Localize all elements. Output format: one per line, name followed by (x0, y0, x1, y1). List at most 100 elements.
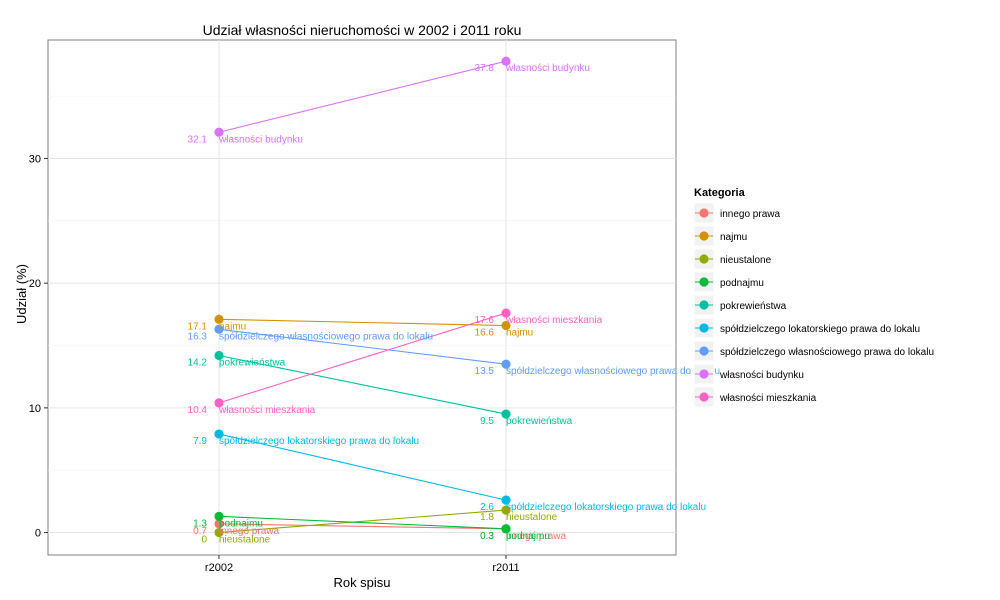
legend-key-point (699, 323, 709, 333)
category-label: spółdzielczego lokatorskiego prawa do lo… (506, 502, 706, 513)
legend-key-point (699, 254, 709, 264)
value-label: 0.3 (480, 531, 494, 542)
data-point (501, 308, 511, 318)
legend-item-label: własności budynku (719, 370, 804, 381)
data-point (214, 429, 224, 439)
plot-area (47, 39, 677, 556)
legend-key-point (699, 300, 709, 310)
legend-item-label: nieustalone (720, 255, 772, 266)
category-label: innego prawa (506, 531, 566, 542)
value-label: 0 (201, 535, 207, 546)
category-label: nieustalone (219, 535, 271, 546)
series-line (218, 523, 507, 530)
category-label: najmu (506, 328, 533, 339)
data-point (214, 350, 224, 361)
category-label: spółdzielczego lokatorskiego prawa do lo… (219, 436, 419, 447)
category-label: własności budynku (505, 63, 590, 74)
value-label: 1.3 (193, 518, 207, 529)
value-label: 17.1 (188, 321, 208, 332)
category-label: innego prawa (219, 526, 279, 537)
x-tick-label: r2011 (492, 562, 519, 574)
series-line (218, 509, 507, 534)
data-point (501, 409, 511, 419)
x-axis-title: Rok spisu (333, 575, 390, 590)
series-line (218, 312, 507, 404)
series-line (218, 515, 507, 530)
category-label: własności mieszkania (505, 315, 603, 326)
legend-key-point (699, 369, 709, 379)
y-tick-label: 0 (35, 528, 41, 540)
x-tick-label: r2002 (205, 562, 233, 574)
data-point (214, 324, 224, 334)
value-label: 37.8 (475, 63, 495, 74)
category-label: spółdzielczego własnościowego prawa do l… (506, 366, 720, 377)
legend-key-point (699, 346, 709, 356)
data-point (214, 314, 224, 324)
data-point (214, 127, 224, 137)
data-point (501, 495, 511, 505)
legend-key-point (699, 392, 709, 402)
legend-item-label: najmu (720, 232, 747, 243)
series-line (218, 328, 507, 365)
category-label: podnajmu (506, 531, 550, 542)
series-line (218, 433, 507, 501)
value-label: 16.6 (475, 328, 495, 339)
data-point (501, 505, 511, 515)
value-label: 13.5 (475, 366, 495, 377)
value-label: 9.5 (480, 416, 494, 427)
data-point (214, 527, 224, 538)
data-point (214, 511, 224, 521)
series-points (214, 56, 511, 538)
legend-item-label: podnajmu (720, 278, 764, 289)
gridlines (48, 40, 676, 555)
legend-key-point (699, 231, 709, 241)
value-label: 10.4 (188, 405, 208, 416)
legend-item-label: własności mieszkania (719, 393, 817, 404)
legend-key-point (699, 277, 709, 287)
value-label: 32.1 (188, 134, 208, 145)
axes: 0 10 20 30 r2002 r2011 (29, 153, 520, 574)
category-label: najmu (219, 321, 246, 332)
category-label: pokrewieństwa (506, 416, 573, 427)
series-lines (218, 60, 507, 534)
legend-item-label: spółdzielczego własnościowego prawa do l… (720, 347, 934, 358)
y-axis-title: Udział (%) (14, 264, 29, 324)
legend-key-point (699, 208, 709, 218)
series-line (218, 318, 507, 327)
value-label: 0.7 (193, 526, 207, 537)
value-label: 2.6 (480, 502, 494, 513)
y-tick-label: 10 (29, 403, 41, 415)
data-point (214, 398, 224, 408)
category-label: własności mieszkania (218, 405, 316, 416)
data-point (501, 359, 511, 369)
category-label: spółdzielczego własnościowego prawa do l… (219, 331, 433, 342)
y-tick-label: 30 (29, 153, 41, 165)
legend-item-label: spółdzielczego lokatorskiego prawa do lo… (720, 324, 920, 335)
data-point (501, 56, 511, 66)
category-label: pokrewieństwa (219, 357, 286, 368)
category-label: własności budynku (218, 134, 303, 145)
category-label: nieustalone (506, 512, 558, 523)
value-label: 14.2 (188, 357, 208, 368)
legend-title: Kategoria (694, 187, 746, 199)
data-point (501, 320, 511, 331)
data-labels: 0.7 innego prawa 0.3 innego prawa 17.1 najmu 1… (188, 63, 720, 545)
value-label: 1.8 (480, 512, 494, 523)
category-label: podnajmu (219, 518, 263, 529)
series-line (218, 60, 507, 133)
y-tick-label: 20 (29, 278, 41, 290)
legend-item-label: pokrewieństwa (720, 301, 787, 312)
chart-title: Udział własności nieruchomości w 2002 i … (203, 22, 522, 38)
data-point (501, 524, 511, 534)
value-label: 7.9 (193, 436, 207, 447)
value-label: 17.6 (475, 315, 495, 326)
data-point (214, 519, 224, 529)
plot-panel (47, 39, 677, 556)
legend: Kategoria innego prawa najmu nieustalone pod… (693, 187, 934, 408)
series-line (218, 354, 507, 415)
value-label: 16.3 (188, 331, 208, 342)
value-label: 0.3 (480, 531, 494, 542)
legend-item-label: innego prawa (720, 209, 780, 220)
